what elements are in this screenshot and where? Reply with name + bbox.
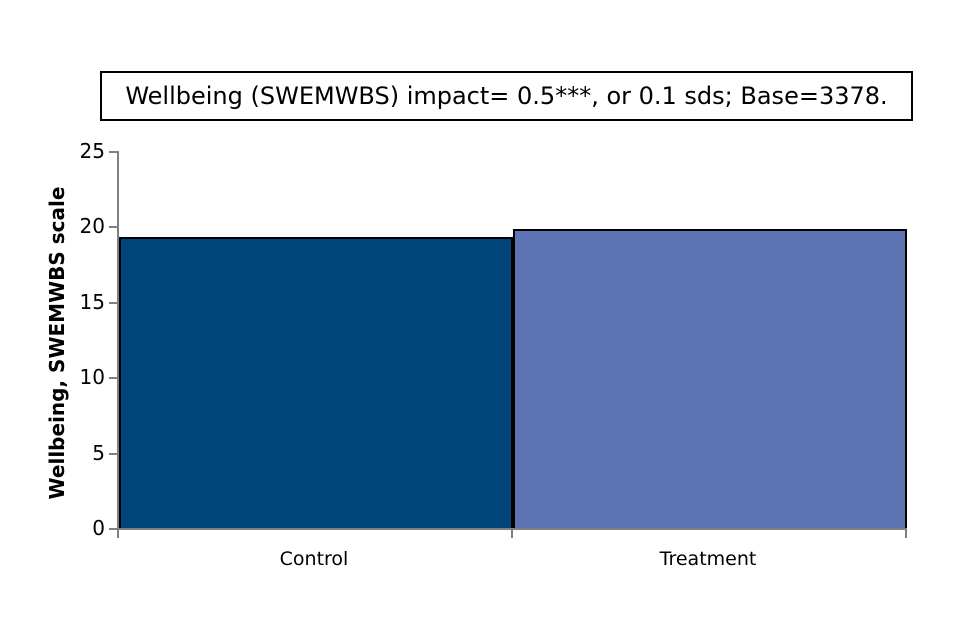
x-tick-mark (117, 530, 119, 538)
bar-treatment (513, 229, 907, 528)
x-tick-mark (905, 530, 907, 538)
y-tick-label: 20 (79, 214, 105, 239)
y-tick-mark (109, 301, 117, 304)
y-tick-mark (109, 377, 117, 380)
y-axis-title: Wellbeing, SWEMWBS scale (45, 186, 69, 500)
y-tick-mark (109, 452, 117, 455)
plot-area (117, 151, 907, 530)
y-tick-label: 10 (79, 365, 105, 390)
y-tick-label: 0 (92, 516, 105, 540)
y-tick-label: 5 (92, 440, 105, 465)
y-tick-label: 15 (79, 289, 105, 314)
x-category-label-treatment: Treatment (659, 548, 757, 570)
x-category-label-control: Control (279, 548, 349, 570)
y-tick-mark (109, 226, 117, 229)
x-tick-mark (511, 530, 513, 538)
y-tick-label: 25 (79, 139, 105, 163)
chart-title: Wellbeing (SWEMWBS) impact= 0.5***, or 0… (125, 82, 888, 110)
chart-title-box: Wellbeing (SWEMWBS) impact= 0.5***, or 0… (100, 71, 913, 121)
bar-control (119, 237, 513, 528)
y-tick-mark (109, 151, 117, 153)
y-tick-mark (109, 528, 117, 530)
